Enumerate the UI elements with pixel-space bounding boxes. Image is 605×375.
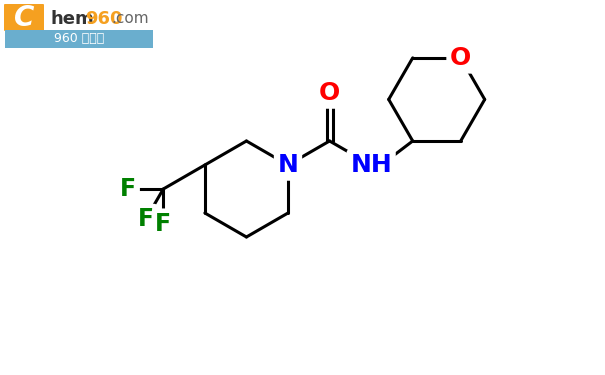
FancyBboxPatch shape — [4, 4, 44, 31]
Text: 960 化工网: 960 化工网 — [54, 33, 104, 45]
Text: NH: NH — [350, 153, 392, 177]
Text: C: C — [14, 3, 34, 32]
Text: 960: 960 — [85, 9, 122, 27]
Text: F: F — [138, 207, 154, 231]
Text: .com: .com — [111, 11, 149, 26]
Text: hem: hem — [50, 9, 94, 27]
Text: F: F — [155, 212, 171, 236]
FancyBboxPatch shape — [5, 30, 153, 48]
Text: N: N — [278, 153, 298, 177]
Text: O: O — [450, 46, 471, 70]
Text: F: F — [120, 177, 136, 201]
Text: O: O — [319, 81, 340, 105]
